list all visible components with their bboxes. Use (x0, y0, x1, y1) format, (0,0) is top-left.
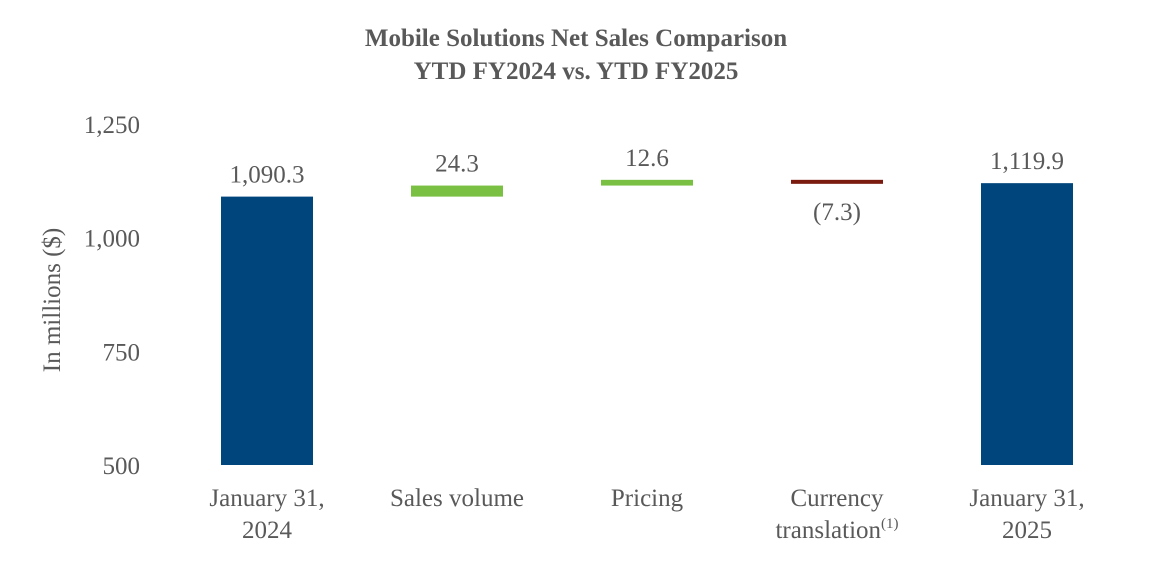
x-tick-label-text: 2025 (1002, 517, 1052, 544)
data-label: (7.3) (813, 199, 861, 226)
x-axis-labels: January 31, 2024 Sales volume Pricing Curren… (209, 485, 1084, 544)
y-tick-label: 500 (103, 453, 141, 480)
delta-bar (411, 185, 503, 197)
x-tick-label: 2024 (242, 517, 293, 544)
chart-subtitle: YTD FY2024 vs. YTD FY2025 (413, 58, 739, 85)
x-tick-label-text: translation (775, 517, 881, 544)
x-tick-label: 2025 (1002, 517, 1052, 544)
x-tick-label: Currency (790, 485, 884, 512)
chart-title-block: Mobile Solutions Net Sales Comparison YT… (0, 22, 1152, 88)
delta-bar (791, 179, 883, 184)
x-tick-label-text: 2024 (242, 517, 293, 544)
data-labels: 1,090.3 24.3 12.6 (7.3) 1,119.9 (230, 145, 1065, 226)
x-tick-label-text: Pricing (611, 485, 684, 512)
data-label: 24.3 (435, 151, 479, 178)
x-tick-label: Sales volume (390, 485, 524, 512)
x-tick-label-text: Currency (790, 485, 884, 512)
x-tick-label: Pricing (611, 485, 684, 512)
x-tick-label-text: January 31, (969, 485, 1084, 512)
footnote-marker: (1) (881, 516, 899, 532)
data-label: 1,090.3 (230, 162, 305, 189)
y-tick-label: 1,000 (84, 226, 140, 253)
y-tick-label: 750 (103, 339, 141, 366)
x-tick-label: January 31, (209, 485, 324, 512)
y-axis-title-group: In millions ($) (39, 228, 66, 372)
total-bar (221, 196, 313, 465)
y-axis-title: In millions ($) (39, 228, 66, 372)
x-tick-label: translation(1) (775, 516, 898, 544)
total-bar (981, 183, 1073, 465)
delta-bar (601, 179, 693, 186)
x-tick-label-text: Sales volume (390, 485, 524, 512)
chart-title: Mobile Solutions Net Sales Comparison (364, 25, 788, 52)
y-axis-ticks: 500 750 1,000 1,250 (84, 112, 140, 480)
x-tick-label-text: January 31, (209, 485, 324, 512)
data-label: 1,119.9 (990, 148, 1064, 175)
bars (221, 179, 1073, 465)
data-label: 12.6 (625, 145, 669, 172)
y-tick-label: 1,250 (84, 112, 140, 139)
x-tick-label: January 31, (969, 485, 1084, 512)
